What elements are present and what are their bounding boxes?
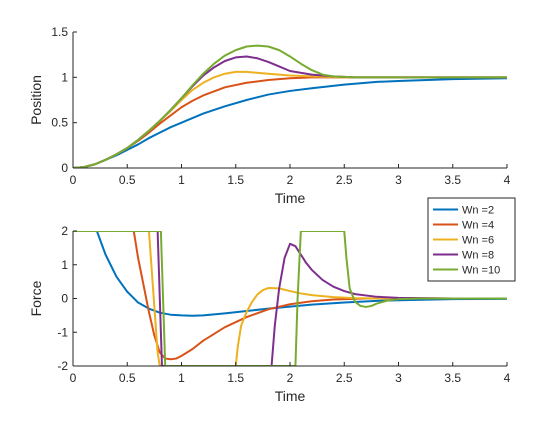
- x-tick-label-1-3: 1.5: [227, 173, 244, 187]
- x-tick-label-2-7: 3.5: [444, 371, 461, 385]
- x-tick-label-1-5: 2.5: [336, 173, 353, 187]
- legend-label-3: Wn =6: [462, 235, 494, 247]
- x-tick-label-1-8: 4: [504, 173, 511, 187]
- y-tick-label-1-1: 0.5: [51, 116, 68, 130]
- y-tick-label-2-3: 1: [61, 258, 68, 272]
- y-tick-label-1-3: 1.5: [51, 25, 68, 39]
- plot-area-1: [73, 32, 507, 168]
- x-tick-label-2-6: 3: [395, 371, 402, 385]
- y-tick-label-2-1: -1: [57, 325, 68, 339]
- series-line-1-5: [73, 44, 507, 168]
- legend: Wn =2 Wn =4 Wn =6 Wn =8 Wn =10: [427, 197, 516, 282]
- series-line-2-5: [73, 231, 507, 366]
- x-tick-label-1-7: 3.5: [444, 173, 461, 187]
- x-tick-label-1-4: 2: [287, 173, 294, 187]
- series-line-2-1: [73, 231, 507, 317]
- legend-label-4: Wn =8: [462, 250, 494, 262]
- y-tick-label-2-2: 0: [61, 292, 68, 306]
- y-axis-label-2: Force: [28, 280, 44, 316]
- x-tick-label-2-4: 2: [287, 371, 294, 385]
- legend-label-1: Wn =2: [462, 205, 494, 217]
- x-tick-label-2-5: 2.5: [336, 371, 353, 385]
- chart-1: 0 0.5 1 1.5 2 2.5 3 3.5 4 0 0.5 1 1.5 Time Position: [28, 25, 511, 206]
- y-axis-label-1: Position: [28, 75, 44, 125]
- series-line-2-2: [73, 231, 507, 361]
- x-tick-label-2-3: 1.5: [227, 371, 244, 385]
- x-tick-label-2-0: 0: [70, 371, 77, 385]
- y-tick-label-2-4: 2: [61, 224, 68, 238]
- x-axis-label-2: Time: [275, 388, 306, 404]
- legend-label-5: Wn =10: [462, 265, 500, 277]
- x-tick-label-1-0: 0: [70, 173, 77, 187]
- series-line-2-4: [73, 231, 507, 366]
- x-tick-label-2-8: 4: [504, 371, 511, 385]
- series-line-2-3: [73, 231, 507, 366]
- x-tick-label-1-6: 3: [395, 173, 402, 187]
- x-tick-label-1-2: 1: [178, 173, 185, 187]
- y-tick-label-2-0: -2: [57, 359, 68, 373]
- x-axis-label-1: Time: [275, 190, 306, 206]
- x-tick-label-2-1: 0.5: [119, 371, 136, 385]
- legend-label-2: Wn =4: [462, 220, 494, 232]
- x-tick-label-2-2: 1: [178, 371, 185, 385]
- y-tick-label-1-0: 0: [61, 161, 68, 175]
- y-tick-label-1-2: 1: [61, 70, 68, 84]
- x-tick-label-1-1: 0.5: [119, 173, 136, 187]
